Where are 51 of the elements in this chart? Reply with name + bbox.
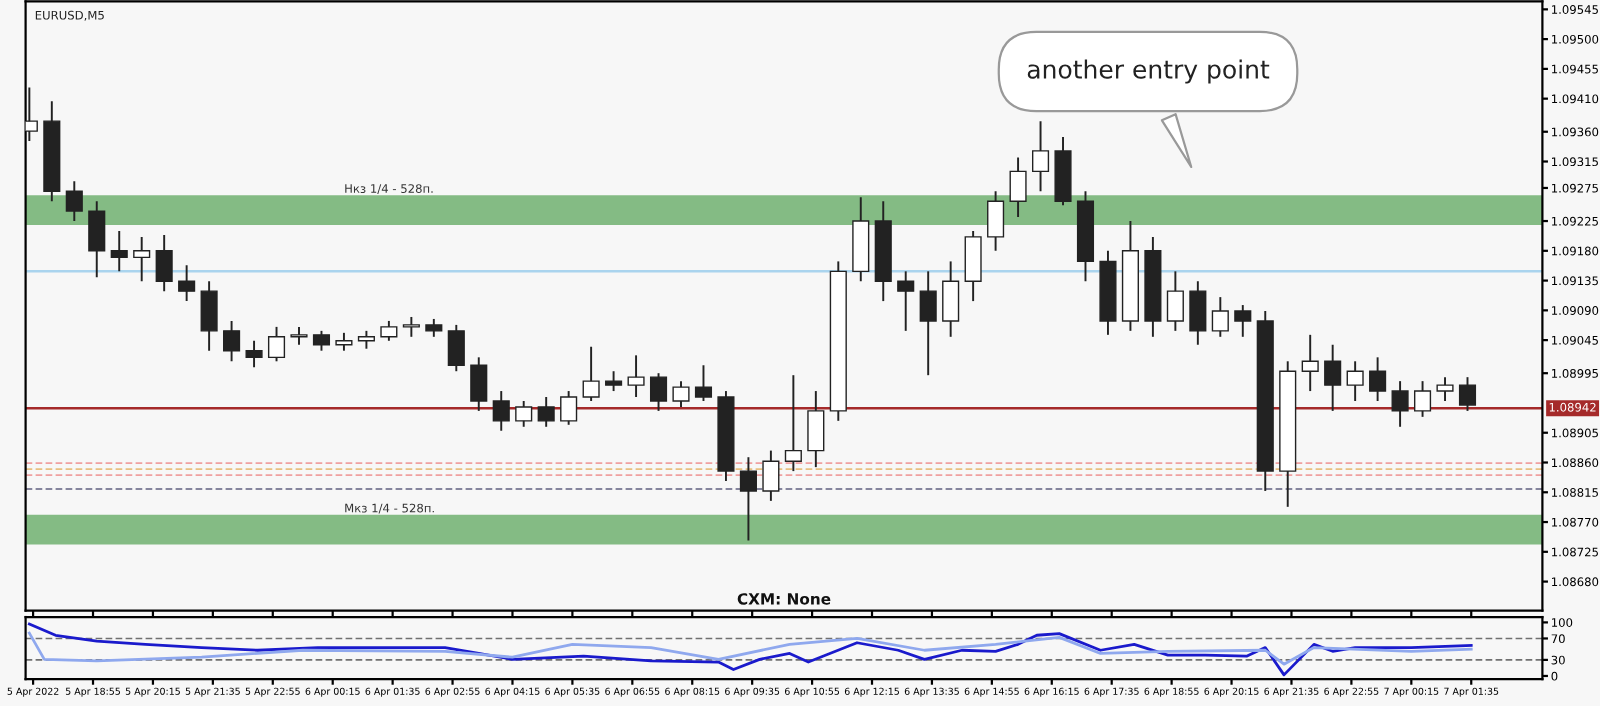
candlestick — [784, 374, 802, 473]
candlestick — [1234, 304, 1252, 338]
candlestick — [807, 390, 825, 469]
candlestick — [627, 354, 645, 398]
candlestick — [267, 325, 286, 363]
candlestick — [605, 370, 623, 393]
candlestick — [560, 390, 578, 426]
candlestick — [223, 319, 241, 363]
candlestick — [1436, 376, 1454, 402]
candlestick — [155, 233, 173, 293]
candlestick — [200, 280, 218, 352]
candlestick — [649, 372, 668, 412]
candlestick — [447, 323, 465, 373]
candlestick — [739, 456, 757, 542]
candlestick — [1009, 156, 1027, 219]
candlestick — [672, 380, 690, 408]
candlestick — [762, 449, 780, 502]
candlestick — [1031, 120, 1050, 193]
candlestick — [919, 270, 937, 377]
candlestick — [402, 316, 420, 338]
candlestick — [65, 180, 83, 223]
line-series — [27, 622, 1473, 677]
annotation: another entry point — [1027, 59, 1270, 84]
candlestick — [897, 270, 915, 332]
candlestick — [1211, 296, 1229, 338]
candlestick — [178, 264, 196, 303]
candlestick — [245, 339, 263, 369]
candlestick — [1166, 270, 1184, 332]
candlestick — [582, 345, 600, 402]
candlestick — [492, 390, 510, 432]
candlestick — [694, 364, 713, 402]
candlestick — [1189, 280, 1207, 346]
candlestick — [133, 235, 151, 283]
candlestick — [964, 230, 982, 303]
candlestick — [1346, 360, 1364, 402]
candlestick — [537, 396, 555, 428]
candlestick — [380, 319, 398, 342]
candlestick — [1324, 343, 1342, 412]
candlestick — [1301, 333, 1319, 393]
candlestick — [110, 230, 128, 273]
candlestick — [1413, 380, 1432, 418]
candlestick — [515, 400, 533, 428]
line-series — [27, 631, 1473, 666]
candlestick — [1458, 376, 1477, 412]
candlestick — [312, 329, 331, 352]
candlestick — [88, 200, 106, 279]
candlestick — [1391, 380, 1409, 428]
candlestick — [1369, 356, 1387, 402]
candlestick — [470, 356, 488, 412]
candlestick — [987, 190, 1005, 252]
candlestick — [942, 260, 960, 338]
